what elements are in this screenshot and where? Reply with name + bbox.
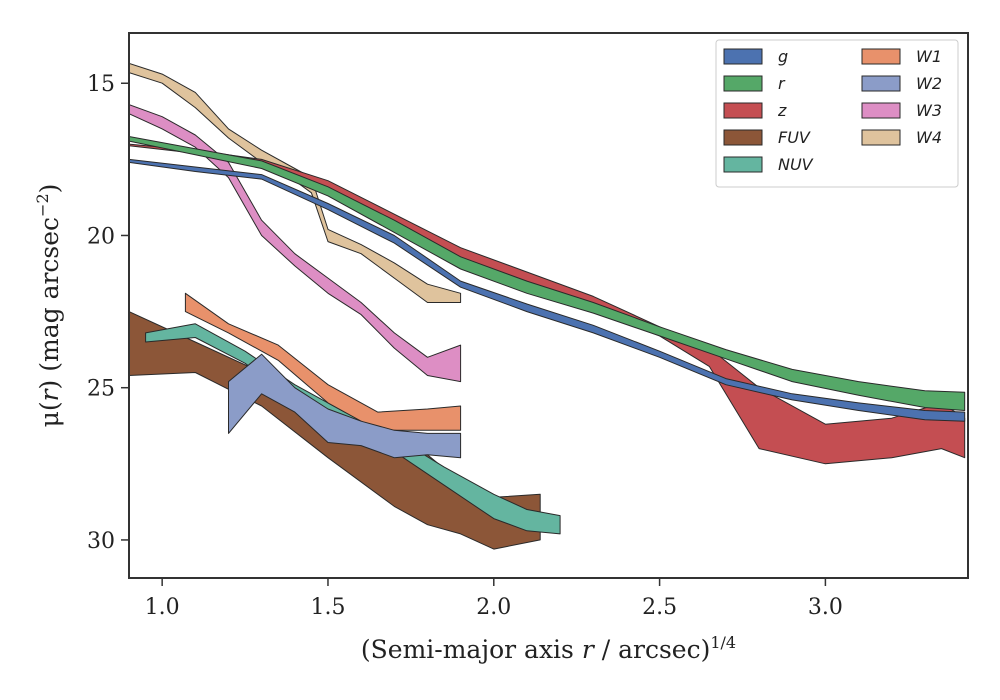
band-w1 [184,292,462,431]
y-tick-label: 25 [87,377,115,402]
legend-swatch-g [723,48,763,65]
y-tick-label: 30 [87,529,115,554]
x-tick-label: 2.0 [476,595,511,620]
y-axis-ticks: 15 20 25 30 [87,72,129,554]
band-w2 [228,353,462,459]
x-tick-label: 1.0 [145,595,180,620]
band-w3 [129,104,462,383]
x-tick-label: 3.0 [808,595,843,620]
legend-label-w3: W3 [916,101,942,120]
legend-swatch-w4 [861,129,901,146]
legend-swatch-nuv [723,156,763,173]
legend-label-w4: W4 [916,128,942,147]
legend-swatch-w1 [861,48,901,65]
band-z [129,143,966,465]
legend-label-fuv: FUV [778,128,811,147]
x-axis-ticks: 1.0 1.5 2.0 2.5 3.0 [145,578,843,620]
legend-label-z: z [777,101,787,120]
y-tick-label: 20 [87,224,115,249]
legend-label-w2: W2 [916,74,942,93]
legend-label-g: g [778,47,788,66]
band-r [129,136,966,411]
legend-swatch-w3 [861,102,901,119]
plot-frame [128,32,969,579]
legend-swatch-w2 [861,75,901,92]
legend-swatch-z [723,102,763,119]
y-tick-label: 15 [87,72,115,97]
legend: grz FUV NUV W1 W2 W3 W4 [715,39,959,188]
x-tick-label: 1.5 [310,595,345,620]
profile-bands [129,62,966,550]
legend-swatch-fuv [723,129,763,146]
legend-label-r: r [778,74,786,93]
legend-swatch-r [723,75,763,92]
x-tick-label: 2.5 [642,595,677,620]
band-w4 [129,62,462,303]
y-axis-label: μ(r) (mag arcsec−2) [33,184,64,428]
x-axis-label: (Semi-major axis r / arcsec)1/4 [361,633,736,664]
band-g [129,158,966,422]
legend-label-nuv: NUV [778,155,814,174]
legend-label-w1: W1 [916,47,942,66]
